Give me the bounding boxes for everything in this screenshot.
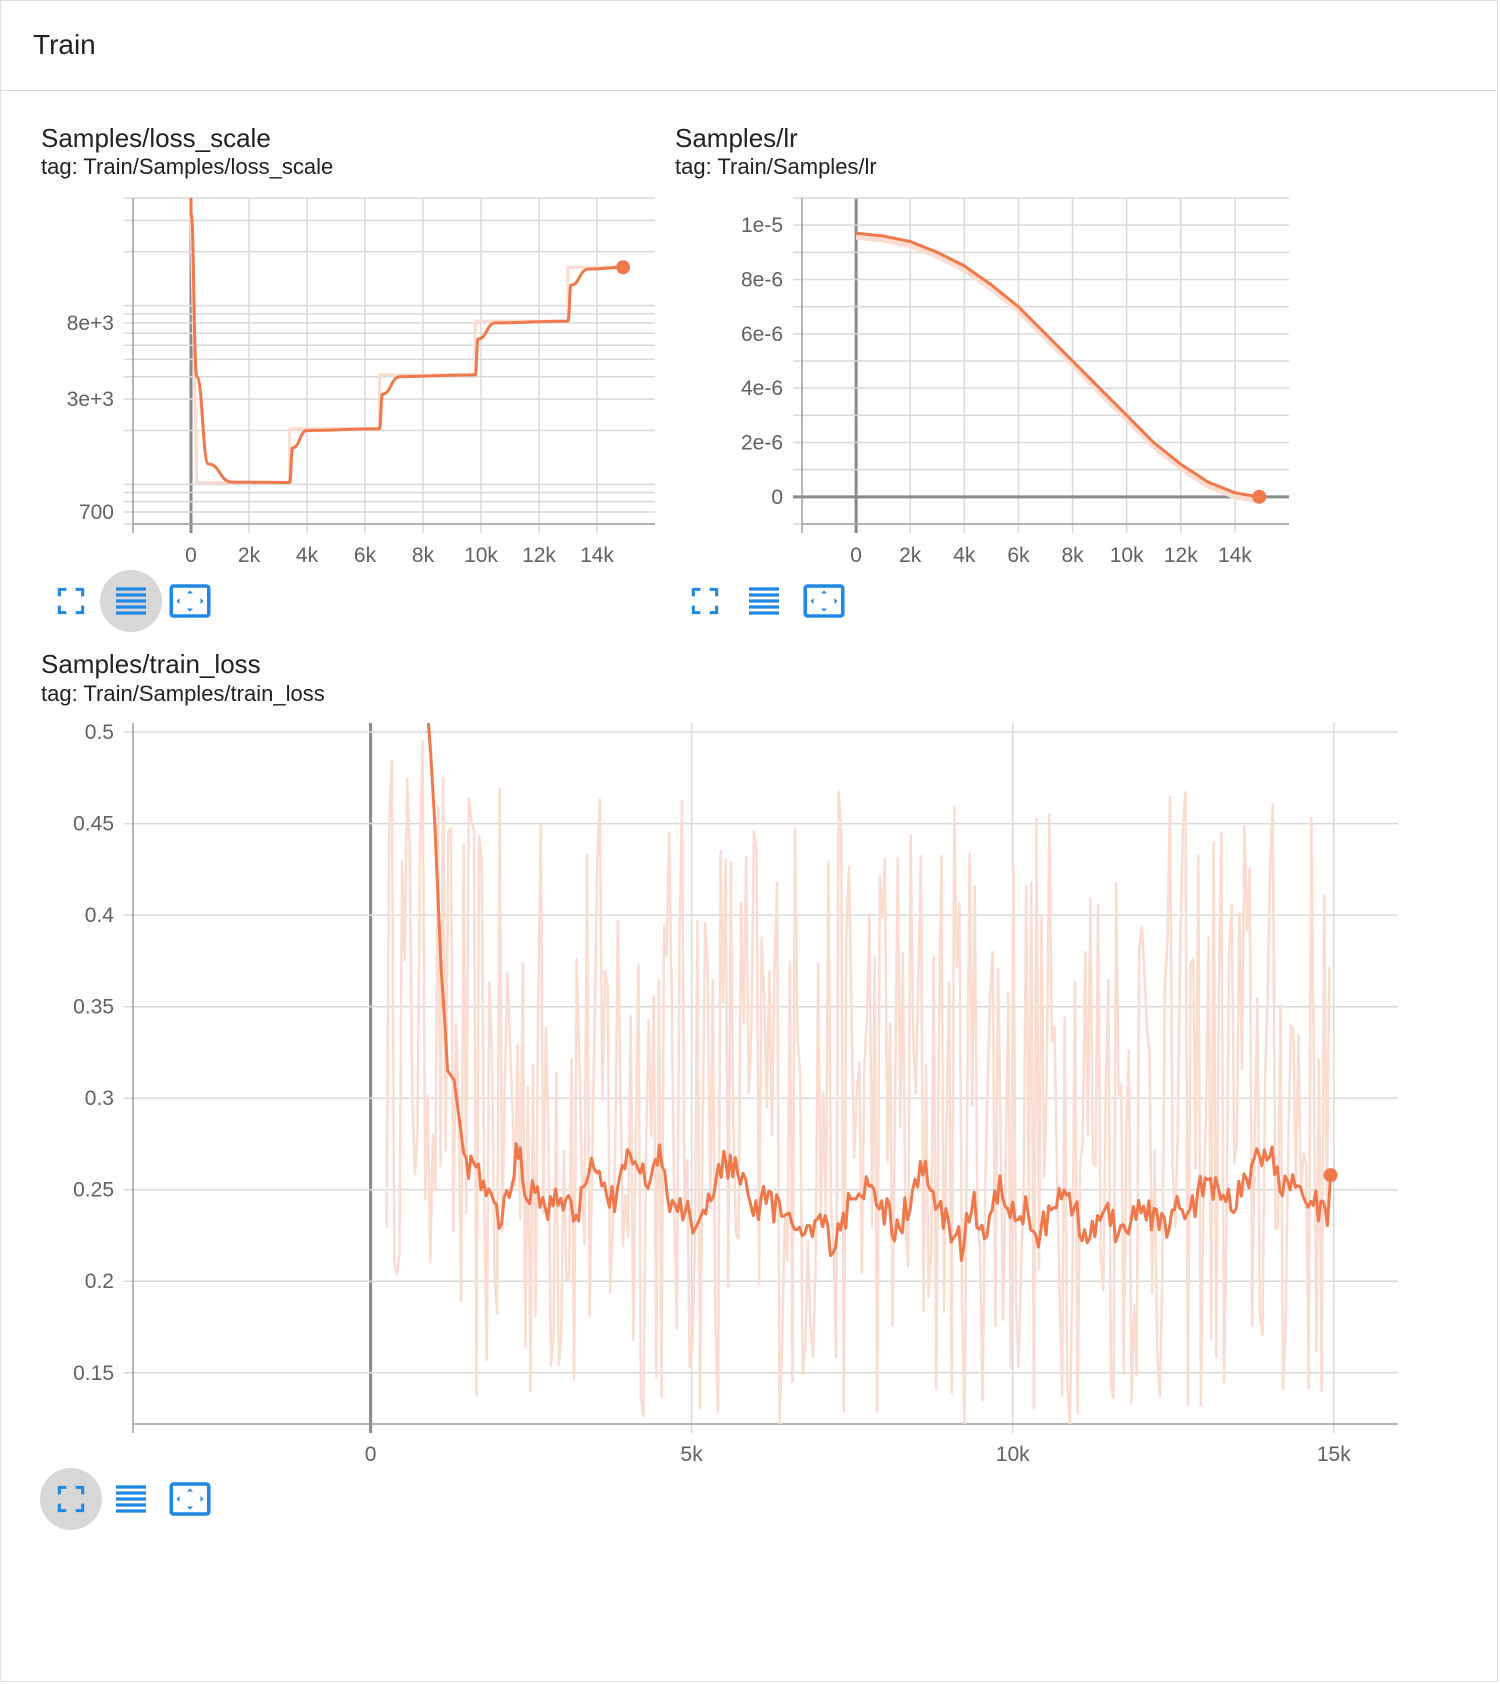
x-tick-label: 2k [899, 544, 922, 567]
y-tick-label: 0.5 [85, 721, 114, 744]
category-title: Train [33, 29, 96, 60]
series-last-point [1252, 489, 1267, 504]
fit-domain-icon [169, 584, 211, 618]
y-tick-label: 0.2 [85, 1270, 114, 1293]
category-header[interactable]: Train [1, 1, 1497, 91]
x-tick-label: 15k [1317, 1443, 1351, 1466]
x-tick-label: 6k [354, 544, 377, 567]
x-tick-label: 0 [850, 544, 862, 567]
series-smoothed-line [426, 723, 1333, 1262]
fullscreen-button[interactable] [40, 570, 102, 632]
y-tick-label: 0.4 [85, 904, 115, 927]
fit-domain-button[interactable] [793, 570, 855, 632]
plot-area [385, 723, 1333, 1424]
toggle-log-scale-icon [749, 587, 779, 615]
fit-domain-button[interactable] [159, 570, 221, 632]
y-tick-label: 2e-6 [741, 432, 783, 455]
card-tag-lr: tag: Train/Samples/lr [675, 154, 877, 179]
x-tick-label: 5k [681, 1443, 704, 1466]
x-tick-label: 12k [1164, 544, 1198, 567]
y-tick-label: 8e-6 [741, 269, 783, 292]
card-title-lr: Samples/lr [675, 123, 798, 153]
y-tick-label: 0.35 [73, 996, 114, 1019]
card-title-train-loss: Samples/train_loss [41, 649, 261, 679]
toggle-log-scale-button[interactable] [100, 570, 162, 632]
x-tick-label: 2k [238, 544, 261, 567]
chart-3: 0 5k 10k 15k 0.15 0.2 0.25 0.3 0.35 0.4 0.45 0.5 [73, 721, 1398, 1466]
toggle-log-scale-icon [116, 1485, 146, 1513]
series-last-point [616, 260, 631, 275]
y-tick-label: 6e-6 [741, 323, 783, 346]
y-tick-label: 0.25 [73, 1179, 114, 1202]
toggle-log-scale-button[interactable] [100, 1468, 162, 1530]
series-raw-line [385, 739, 1331, 1424]
x-tick-label: 14k [1218, 544, 1252, 567]
y-tick-label: 0.15 [73, 1362, 114, 1385]
y-tick-label: 3e+3 [67, 388, 114, 411]
card-title-loss-scale: Samples/loss_scale [41, 123, 271, 153]
x-tick-label: 12k [522, 544, 556, 567]
y-tick-label: 1e-5 [741, 214, 783, 237]
plot-area [855, 231, 1260, 504]
y-tick-label: 0.3 [85, 1087, 114, 1110]
chart-1: 0 2k 4k 6k 8k 10k 12k 14k 700 3e+3 8e+3 [67, 197, 655, 567]
x-tick-label: 0 [365, 1443, 377, 1466]
x-tick-label: 8k [1061, 544, 1084, 567]
fullscreen-icon [57, 1485, 85, 1513]
x-tick-label: 0 [185, 544, 197, 567]
series-smoothed-line [189, 198, 624, 485]
x-tick-label: 10k [1110, 544, 1144, 567]
x-tick-label: 6k [1007, 544, 1030, 567]
x-tick-label: 4k [296, 544, 319, 567]
series-last-point [1323, 1168, 1338, 1183]
x-tick-label: 10k [996, 1443, 1030, 1466]
fit-domain-button[interactable] [159, 1468, 221, 1530]
x-tick-label: 10k [464, 544, 498, 567]
toggle-log-scale-icon [116, 587, 146, 615]
y-tick-label: 8e+3 [67, 312, 114, 335]
toggle-log-scale-button[interactable] [733, 570, 795, 632]
fullscreen-icon [691, 587, 719, 615]
card-tag-loss-scale: tag: Train/Samples/loss_scale [41, 154, 334, 179]
x-tick-label: 8k [412, 544, 435, 567]
series-raw-line [855, 234, 1260, 504]
card-tag-train-loss: tag: Train/Samples/train_loss [41, 681, 325, 706]
fullscreen-icon [57, 587, 85, 615]
fit-domain-icon [169, 1482, 211, 1516]
series-raw-line [189, 213, 624, 484]
plot-area [189, 198, 624, 485]
chart-2: 0 2k 4k 6k 8k 10k 12k 14k 0 2e-6 4e-6 6e-6 8e-6 1e-5 [741, 197, 1289, 567]
fullscreen-button[interactable] [40, 1468, 102, 1530]
y-tick-label: 0.45 [73, 813, 114, 836]
y-tick-label: 0 [771, 486, 783, 509]
y-tick-label: 700 [79, 501, 114, 524]
fit-domain-icon [803, 584, 845, 618]
x-tick-label: 14k [580, 544, 614, 567]
series-smoothed-line [855, 231, 1260, 499]
x-tick-label: 4k [953, 544, 976, 567]
fullscreen-button[interactable] [674, 570, 736, 632]
y-tick-label: 4e-6 [741, 377, 783, 400]
